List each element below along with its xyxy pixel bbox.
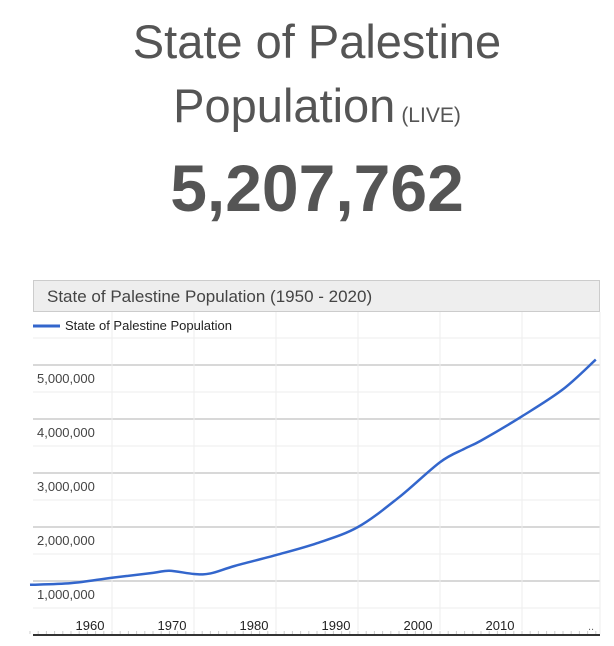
- page-title-line1: State of Palestine: [132, 15, 502, 68]
- live-label: (LIVE): [401, 104, 461, 127]
- x-tick-label: 1990: [322, 618, 351, 633]
- population-counter: 5,207,762: [170, 151, 464, 225]
- x-tick-label: 1970: [158, 618, 187, 633]
- chart-title-bar: State of Palestine Population (1950 - 20…: [33, 280, 600, 312]
- series-line: [29, 358, 597, 587]
- chart-title: State of Palestine Population (1950 - 20…: [47, 287, 373, 306]
- x-tick-label: 2000: [404, 618, 433, 633]
- y-tick-label: 1,000,000: [37, 587, 95, 602]
- y-tick-label: 3,000,000: [37, 479, 95, 494]
- y-tick-label: 5,000,000: [37, 371, 95, 386]
- x-tick-label: 1980: [240, 618, 269, 633]
- y-tick-label: 2,000,000: [37, 533, 95, 548]
- title-population: Population: [173, 79, 396, 132]
- x-tick-label: 1960: [76, 618, 105, 633]
- y-tick-label: 4,000,000: [37, 425, 95, 440]
- page-title-line2: Population (LIVE): [0, 78, 614, 144]
- legend-label: State of Palestine Population: [65, 318, 232, 333]
- x-overflow-label: ..: [588, 621, 594, 633]
- x-tick-label: 2010: [486, 618, 515, 633]
